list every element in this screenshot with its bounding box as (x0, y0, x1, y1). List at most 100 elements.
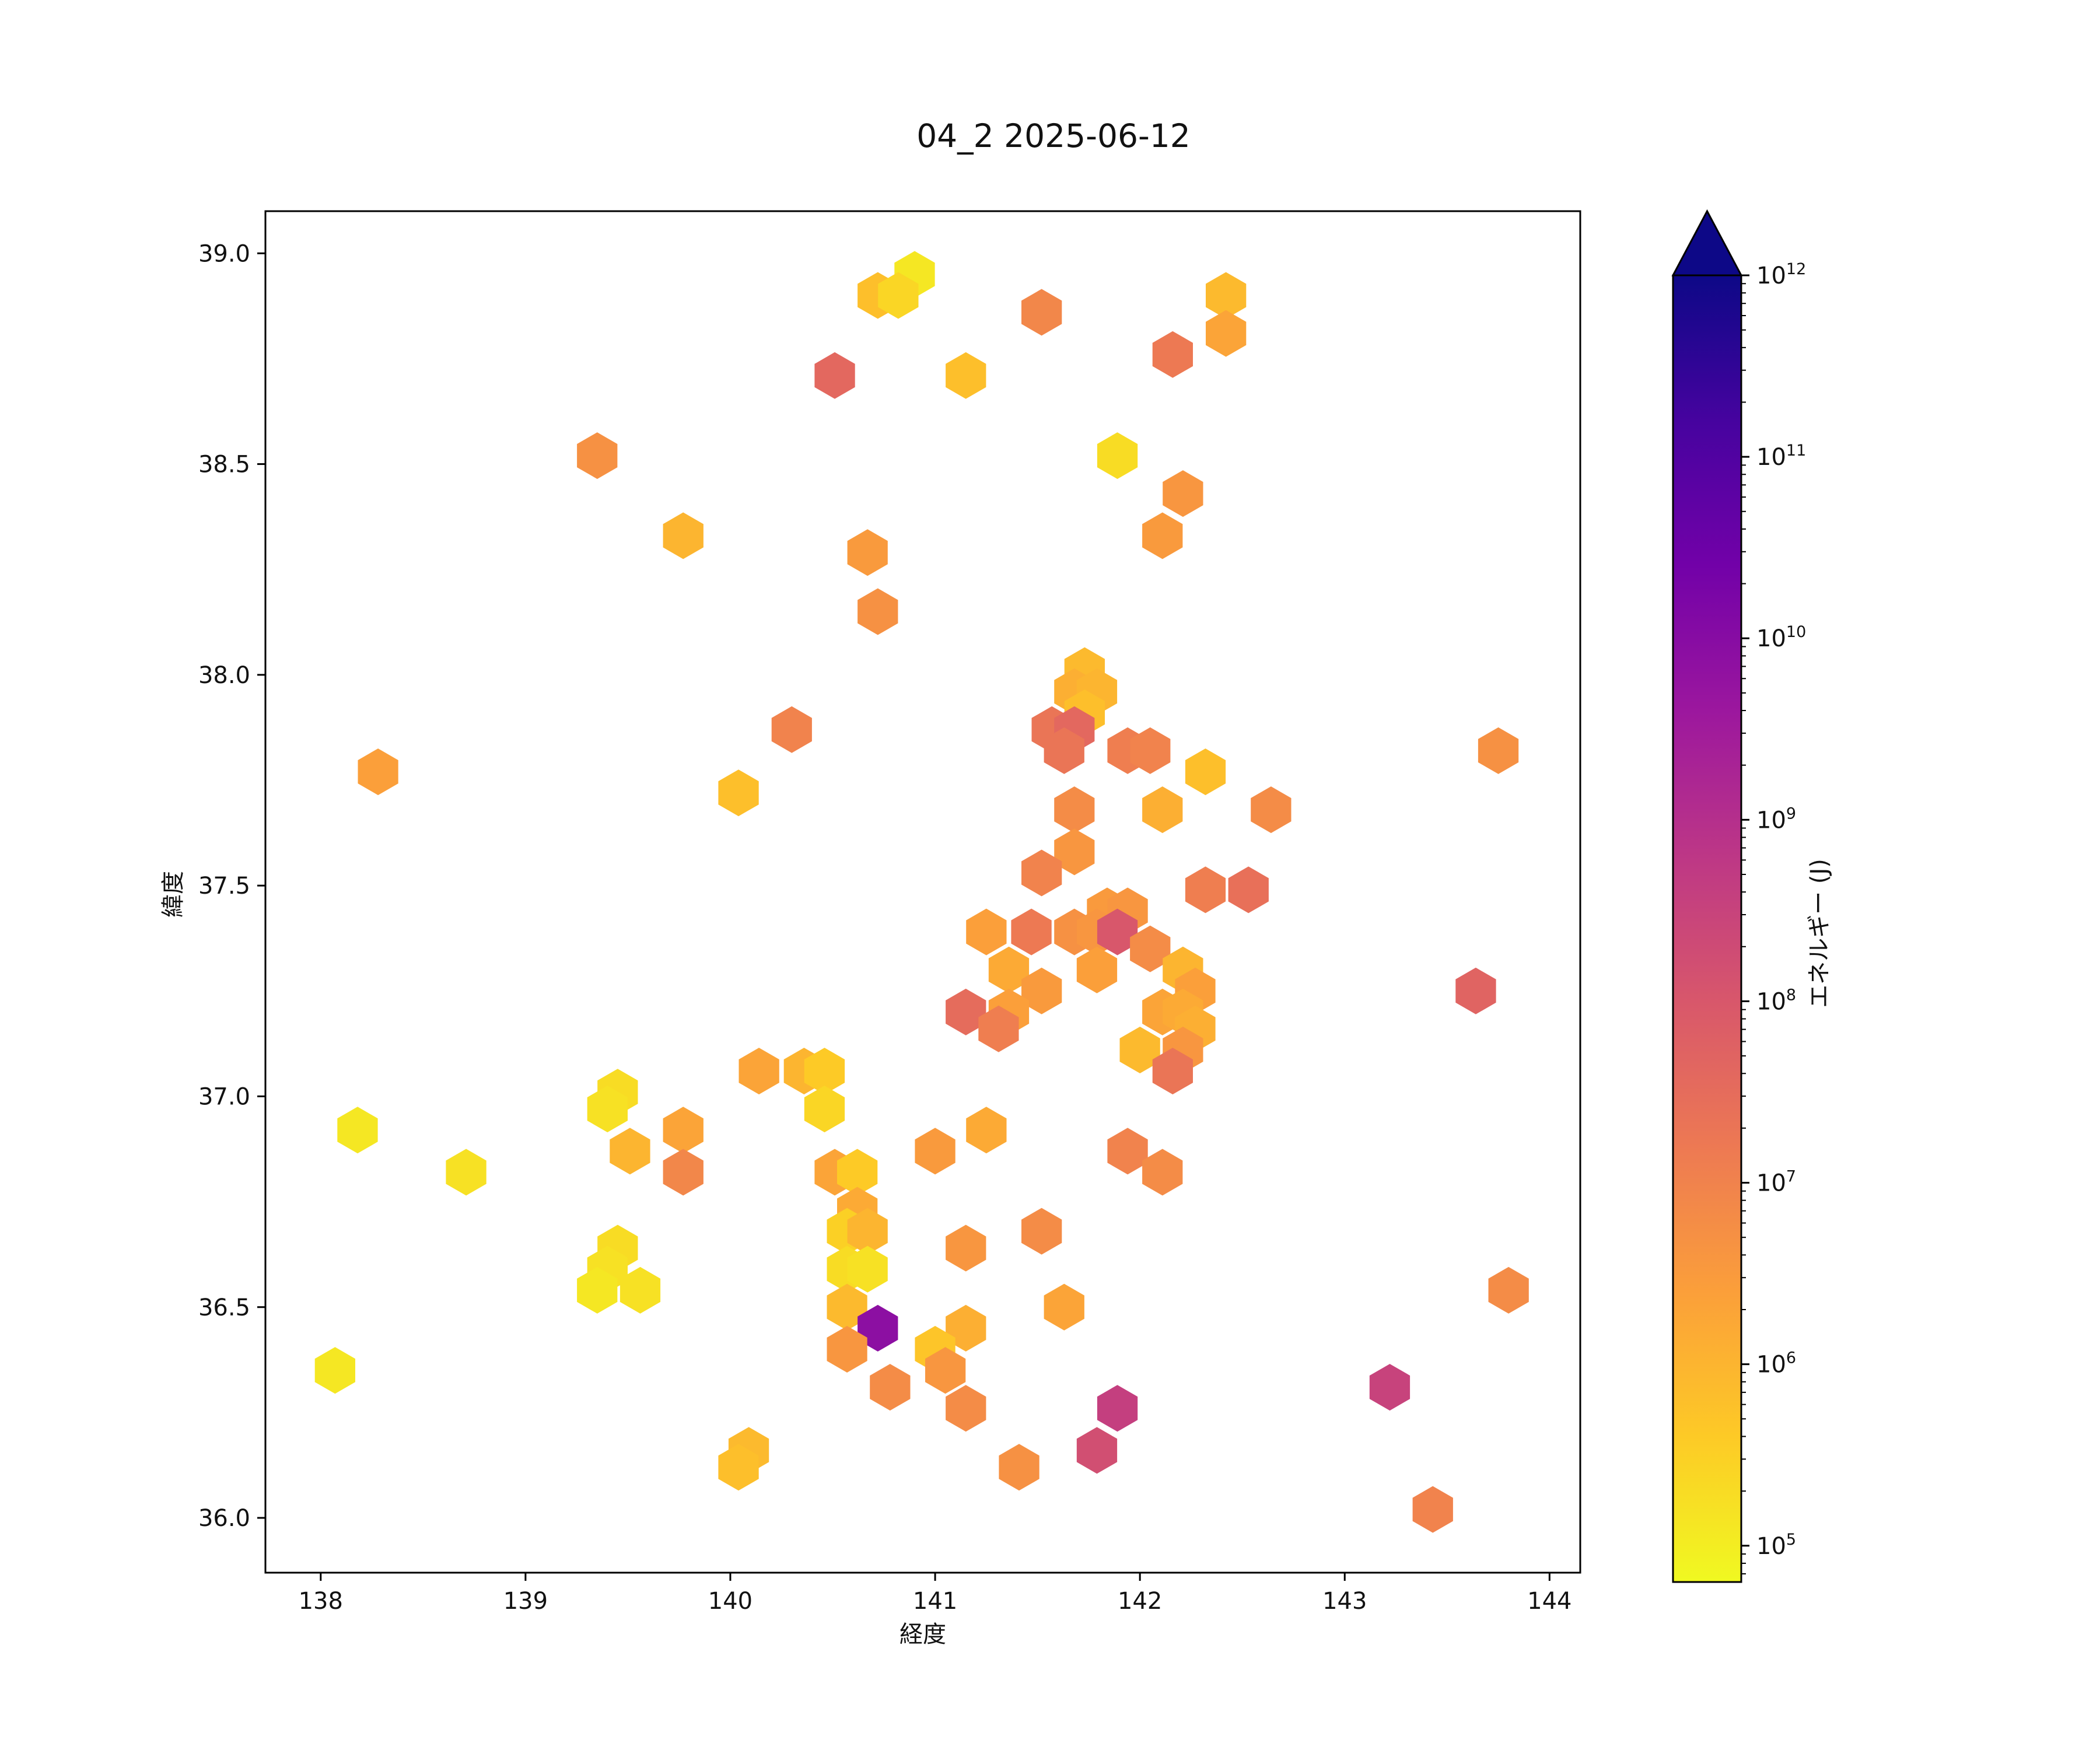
hex-cell (1412, 1486, 1453, 1533)
colorbar-tick-label: 1011 (1756, 442, 1806, 471)
hex-cell (946, 1385, 986, 1432)
colorbar-tick-label: 106 (1756, 1349, 1796, 1378)
hex-cell (999, 1444, 1040, 1491)
hex-cell (858, 1304, 898, 1352)
hex-cell (847, 1208, 888, 1255)
hex-cell (314, 1347, 355, 1394)
y-axis-ticks: 36.0 36.5 37.0 37.5 38.0 38.5 39.0 (198, 240, 265, 1532)
hex-cell (804, 1048, 845, 1095)
hex-cell (1021, 849, 1062, 897)
hex-cell (1054, 828, 1095, 876)
x-tick-label: 141 (913, 1588, 957, 1615)
hex-cell (1228, 866, 1269, 914)
hex-cell (978, 1005, 1019, 1052)
x-tick-label: 144 (1527, 1588, 1572, 1615)
hex-cell (1021, 1208, 1062, 1255)
hex-cell (620, 1266, 661, 1314)
hex-cell (1044, 1283, 1084, 1331)
hex-cell (1119, 1027, 1160, 1073)
hex-cell (1488, 1266, 1529, 1314)
hex-cell (878, 272, 919, 319)
hex-cell (1455, 967, 1496, 1014)
y-tick-label: 36.0 (198, 1505, 250, 1532)
colorbar-tick-label: 109 (1756, 804, 1796, 834)
colorbar-ticks: 105 106 107 108 109 1010 1011 1012 (1741, 260, 1806, 1574)
hexbin-cells (314, 251, 1529, 1533)
hex-cell (1206, 272, 1247, 319)
hex-cell (1130, 727, 1171, 774)
hex-cell (1021, 967, 1062, 1014)
colorbar-tick-label: 105 (1756, 1531, 1796, 1560)
x-tick-label: 138 (299, 1588, 343, 1615)
hex-cell (577, 432, 618, 480)
x-axis-ticks: 138 139 140 141 142 143 144 (299, 1573, 1572, 1615)
hex-cell (1163, 470, 1203, 517)
hex-cell (827, 1326, 867, 1373)
hex-cell (337, 1107, 378, 1154)
hex-cell (1152, 1048, 1193, 1095)
y-tick-label: 36.5 (198, 1294, 250, 1321)
hex-cell (1044, 727, 1084, 774)
chart-title: 04_2 2025-06-12 (916, 117, 1191, 155)
colorbar-tick-label: 107 (1756, 1168, 1796, 1197)
hex-cell (587, 1086, 628, 1133)
x-axis-label: 経度 (900, 1621, 946, 1648)
y-axis-label: 緯度 (160, 871, 187, 918)
hex-cell (946, 352, 986, 399)
hex-cell (663, 512, 704, 559)
hex-cell (1076, 1427, 1118, 1474)
hex-cell (988, 946, 1030, 993)
hex-cell (847, 529, 888, 576)
hex-cell (804, 1086, 845, 1133)
hex-cell (771, 706, 812, 753)
hex-cell (1097, 908, 1138, 956)
hex-cell (870, 1364, 911, 1411)
hex-cell (1206, 310, 1247, 357)
hex-cell (1076, 946, 1118, 993)
x-tick-label: 142 (1118, 1588, 1162, 1615)
hex-cell (966, 1107, 1007, 1154)
hex-cell (663, 1107, 704, 1154)
hex-cell (1142, 512, 1183, 559)
colorbar: 105 106 107 108 109 1010 1011 1012 (1671, 209, 1806, 1583)
colorbar-tick-label: 108 (1756, 986, 1796, 1015)
x-tick-label: 140 (708, 1588, 752, 1615)
y-tick-label: 38.0 (198, 662, 250, 689)
colorbar-tick-label: 1012 (1756, 260, 1806, 289)
hex-cell (1142, 1149, 1183, 1196)
hex-cell (1011, 908, 1052, 956)
hex-cell (1185, 748, 1226, 796)
x-tick-label: 139 (503, 1588, 548, 1615)
x-tick-label: 143 (1322, 1588, 1367, 1615)
hex-cell (1021, 289, 1062, 336)
hex-cell (946, 988, 986, 1035)
hex-cell (1185, 866, 1226, 914)
hex-cell (1097, 432, 1138, 480)
hex-cell (966, 908, 1007, 956)
hex-cell (847, 1245, 888, 1293)
colorbar-gradient (1672, 274, 1742, 1583)
hex-cell (738, 1048, 779, 1095)
hex-cell (1054, 786, 1095, 834)
hex-cell (915, 1128, 956, 1175)
hex-cell (446, 1149, 487, 1196)
hex-cell (1478, 727, 1519, 774)
hex-cell (358, 748, 398, 796)
hex-cell (1097, 1385, 1138, 1432)
hex-cell (1152, 331, 1193, 378)
hex-cell (925, 1347, 966, 1394)
colorbar-extend-triangle (1671, 209, 1743, 276)
hex-cell (718, 1444, 759, 1491)
hex-cell (946, 1304, 986, 1352)
y-tick-label: 37.0 (198, 1083, 250, 1110)
hex-cell (1130, 925, 1171, 972)
hex-cell (610, 1128, 650, 1175)
hex-cell (1369, 1364, 1410, 1411)
hex-cell (858, 588, 898, 635)
hex-cell (718, 769, 759, 817)
hex-cell (814, 352, 855, 399)
hex-cell (827, 1283, 867, 1331)
hex-cell (577, 1266, 618, 1314)
colorbar-tick-label: 1010 (1756, 623, 1806, 652)
